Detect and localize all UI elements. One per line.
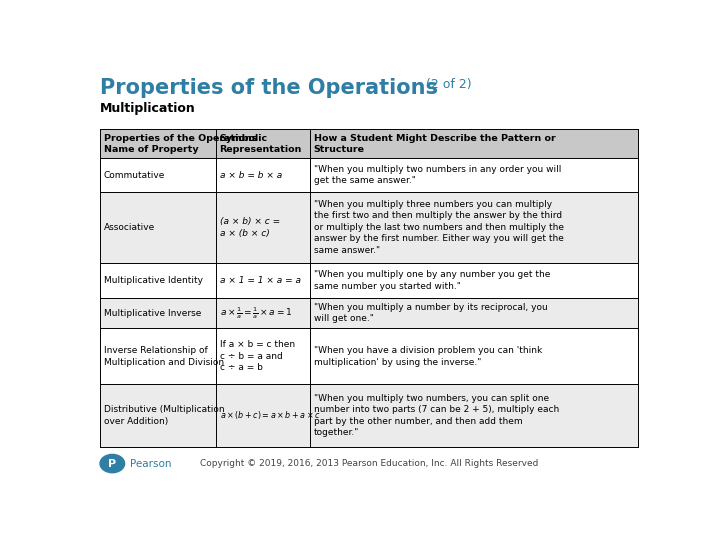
Text: How a Student Might Describe the Pattern or
Structure: How a Student Might Describe the Pattern…	[314, 133, 556, 154]
Bar	[100, 192, 638, 263]
Text: $a \times (b+c) = a \times b + a \times c$: $a \times (b+c) = a \times b + a \times …	[220, 409, 320, 421]
Bar	[100, 384, 638, 447]
Text: "When you multiply three numbers you can multiply
the first two and then multipl: "When you multiply three numbers you can…	[314, 200, 564, 255]
Text: (2 of 2): (2 of 2)	[422, 78, 472, 91]
Text: Associative: Associative	[104, 223, 156, 232]
Text: "When you multiply two numbers in any order you will
get the same answer.": "When you multiply two numbers in any or…	[314, 165, 561, 185]
Bar	[100, 158, 638, 192]
Text: Multiplicative Identity: Multiplicative Identity	[104, 276, 203, 285]
Text: Distributive (Multiplication
over Addition): Distributive (Multiplication over Additi…	[104, 405, 225, 426]
Text: a × b = b × a: a × b = b × a	[220, 171, 282, 180]
Text: Multiplication: Multiplication	[100, 102, 196, 115]
Text: Pearson: Pearson	[130, 458, 171, 469]
Text: Symbolic
Representation: Symbolic Representation	[220, 133, 302, 154]
Text: "When you multiply one by any number you get the
same number you started with.": "When you multiply one by any number you…	[314, 270, 550, 291]
Text: a × 1 = 1 × a = a: a × 1 = 1 × a = a	[220, 276, 301, 285]
Bar	[100, 298, 638, 328]
Text: P: P	[108, 458, 117, 469]
Text: Copyright © 2019, 2016, 2013 Pearson Education, Inc. All Rights Reserved: Copyright © 2019, 2016, 2013 Pearson Edu…	[200, 459, 538, 468]
Text: Properties of the Operations: Properties of the Operations	[100, 78, 438, 98]
Text: If a × b = c then
c ÷ b = a and
c ÷ a = b: If a × b = c then c ÷ b = a and c ÷ a = …	[220, 340, 294, 372]
Text: "When you multiply a number by its reciprocal, you
will get one.": "When you multiply a number by its recip…	[314, 303, 547, 323]
Text: Inverse Relationship of
Multiplication and Division: Inverse Relationship of Multiplication a…	[104, 346, 224, 367]
Bar	[100, 263, 638, 298]
Text: Multiplicative Inverse: Multiplicative Inverse	[104, 308, 202, 318]
Text: "When you have a division problem you can 'think
multiplication' by using the in: "When you have a division problem you ca…	[314, 346, 542, 367]
Text: "When you multiply two numbers, you can split one
number into two parts (7 can b: "When you multiply two numbers, you can …	[314, 394, 559, 437]
Text: (a × b) × c =
a × (b × c): (a × b) × c = a × (b × c)	[220, 217, 280, 238]
Bar	[100, 129, 638, 158]
Text: Commutative: Commutative	[104, 171, 166, 180]
Circle shape	[100, 454, 125, 472]
Bar	[100, 328, 638, 384]
Text: $a \times \frac{1}{a} = \frac{1}{a} \times a = 1$: $a \times \frac{1}{a} = \frac{1}{a} \tim…	[220, 306, 292, 321]
Text: Properties of the Operations
Name of Property: Properties of the Operations Name of Pro…	[104, 133, 257, 154]
